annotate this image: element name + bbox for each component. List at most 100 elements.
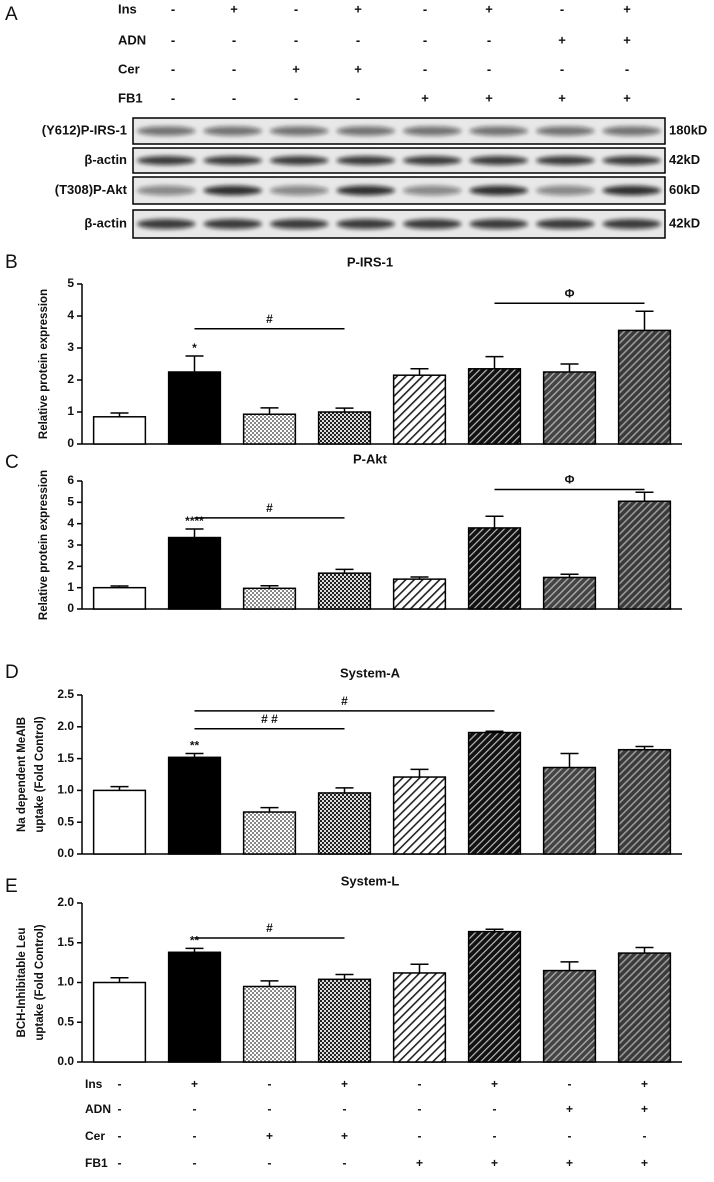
bar bbox=[242, 985, 297, 1063]
bar bbox=[392, 578, 447, 610]
error-bar bbox=[635, 946, 654, 954]
bar bbox=[617, 952, 672, 1063]
y-tick-label: 0 bbox=[67, 601, 74, 615]
blot-band bbox=[602, 156, 662, 165]
blot-size: 180kD bbox=[669, 122, 707, 137]
error-bar bbox=[185, 355, 204, 372]
treatment-sign: + bbox=[491, 1077, 498, 1091]
error-bar bbox=[560, 961, 579, 971]
treatment-sign: - bbox=[118, 1129, 122, 1143]
comparison-label: Φ bbox=[565, 473, 575, 487]
treatment-sign: - bbox=[423, 1, 427, 16]
treatment-name: ADN bbox=[85, 1102, 111, 1116]
treatment-sign: + bbox=[641, 1077, 648, 1091]
treatment-sign: + bbox=[623, 32, 631, 47]
bar bbox=[617, 329, 672, 445]
blot-band bbox=[136, 218, 196, 230]
blot-band bbox=[535, 156, 595, 165]
y-tick-label: 2.0 bbox=[57, 719, 74, 733]
bar bbox=[167, 756, 222, 855]
y-tick-label: 2 bbox=[67, 559, 74, 573]
blot-band bbox=[269, 218, 329, 230]
blot-size: 42kD bbox=[669, 215, 700, 230]
significance-mark: ** bbox=[190, 739, 200, 753]
blot-label: β-actin bbox=[84, 215, 127, 230]
treatment-sign: - bbox=[625, 61, 629, 76]
bar bbox=[542, 371, 597, 445]
blot-band bbox=[402, 156, 462, 165]
blot-bands bbox=[136, 185, 662, 196]
blot-size: 42kD bbox=[669, 152, 700, 167]
treatment-sign: - bbox=[171, 32, 175, 47]
treatment-name: Ins bbox=[118, 1, 137, 16]
blot-band bbox=[602, 185, 662, 196]
bar bbox=[617, 500, 672, 610]
y-tick-label: 0.5 bbox=[57, 1014, 74, 1028]
bar bbox=[617, 748, 672, 855]
error-bar bbox=[410, 768, 429, 778]
comparison-label: Φ bbox=[565, 286, 575, 300]
treatment-sign: - bbox=[418, 1129, 422, 1143]
bar bbox=[317, 978, 372, 1063]
y-tick-label: 0 bbox=[67, 436, 74, 450]
blot-band bbox=[269, 185, 329, 196]
treatment-sign: - bbox=[343, 1102, 347, 1116]
blot-band bbox=[535, 218, 595, 230]
error-bar bbox=[635, 310, 654, 331]
treatment-sign: + bbox=[558, 90, 566, 105]
treatment-sign: - bbox=[232, 32, 236, 47]
y-tick-label: 4 bbox=[67, 516, 74, 530]
treatment-sign: - bbox=[193, 1156, 197, 1170]
y-axis-label: uptake (Fold Control) bbox=[34, 924, 46, 1040]
treatment-sign: - bbox=[418, 1077, 422, 1091]
blot-bands bbox=[136, 156, 662, 165]
blot-label: β-actin bbox=[84, 152, 127, 167]
treatment-sign: + bbox=[641, 1102, 648, 1116]
bar bbox=[167, 536, 222, 610]
treatment-sign: - bbox=[294, 90, 298, 105]
error-bar bbox=[485, 515, 504, 528]
error-bar bbox=[335, 973, 354, 980]
treatment-sign: - bbox=[560, 1, 564, 16]
blot-band bbox=[402, 126, 462, 136]
treatment-sign: - bbox=[423, 61, 427, 76]
error-bar bbox=[635, 491, 654, 502]
significance-mark: **** bbox=[185, 514, 204, 528]
blot-band bbox=[336, 126, 396, 136]
treatment-sign: + bbox=[641, 1156, 648, 1170]
treatment-name: Cer bbox=[118, 61, 140, 76]
blot-band bbox=[336, 218, 396, 230]
treatment-name: FB1 bbox=[85, 1156, 108, 1170]
blot-band bbox=[203, 185, 263, 196]
blot-band bbox=[469, 218, 529, 230]
comparison-label: # bbox=[266, 501, 273, 515]
blot-band bbox=[336, 185, 396, 196]
bar bbox=[467, 527, 522, 610]
error-bar bbox=[185, 528, 204, 538]
y-axis-label: Relative protein expression bbox=[38, 289, 50, 439]
error-bar bbox=[260, 407, 279, 415]
error-bar bbox=[485, 355, 504, 369]
treatment-sign: + bbox=[191, 1077, 198, 1091]
error-bar bbox=[410, 963, 429, 973]
error-bar bbox=[410, 368, 429, 376]
chart-title: System-L bbox=[341, 873, 400, 888]
treatment-sign: + bbox=[416, 1156, 423, 1170]
comparison-label: # # bbox=[261, 712, 278, 726]
bar bbox=[392, 776, 447, 855]
error-bar bbox=[560, 752, 579, 768]
chart-title: System-A bbox=[340, 665, 401, 680]
bar bbox=[317, 572, 372, 610]
treatment-sign: - bbox=[560, 61, 564, 76]
y-tick-label: 2.0 bbox=[57, 895, 74, 909]
blot-band bbox=[602, 218, 662, 230]
treatment-sign: + bbox=[566, 1102, 573, 1116]
treatment-sign: - bbox=[643, 1129, 647, 1143]
treatment-sign: + bbox=[341, 1129, 348, 1143]
treatment-sign: - bbox=[268, 1102, 272, 1116]
treatment-sign: + bbox=[491, 1156, 498, 1170]
treatment-sign: - bbox=[171, 1, 175, 16]
bar bbox=[92, 416, 147, 445]
comparison-label: # bbox=[266, 921, 273, 935]
y-axis-label: uptake (Fold Control) bbox=[34, 716, 46, 832]
